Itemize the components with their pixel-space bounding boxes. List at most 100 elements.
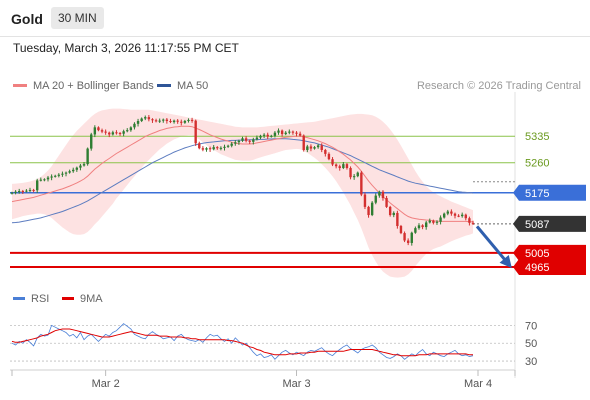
candle-body bbox=[151, 119, 154, 121]
candle-body bbox=[414, 228, 417, 233]
timeframe-badge[interactable]: 30 MIN bbox=[51, 7, 104, 29]
candle-body bbox=[273, 132, 277, 136]
candle-body bbox=[360, 172, 363, 195]
candle-body bbox=[316, 145, 320, 148]
candle-body bbox=[201, 148, 205, 150]
candle-body bbox=[320, 145, 323, 150]
candle-body bbox=[439, 217, 442, 222]
candle-body bbox=[223, 146, 226, 148]
candle-body bbox=[255, 137, 259, 140]
candle-body bbox=[241, 138, 244, 141]
candle-body bbox=[442, 213, 446, 218]
candle-body bbox=[295, 132, 298, 134]
candle-body bbox=[198, 143, 201, 149]
candle-body bbox=[252, 139, 255, 142]
candle-body bbox=[82, 164, 86, 166]
legend-9ma: 9MA bbox=[62, 293, 103, 305]
candle-body bbox=[230, 143, 233, 146]
candle-body bbox=[280, 130, 284, 135]
candle-body bbox=[457, 215, 460, 217]
candle-body bbox=[388, 206, 392, 216]
level-tag bbox=[513, 184, 586, 201]
x-tick-label: Mar 3 bbox=[282, 378, 310, 390]
candle-body bbox=[399, 226, 403, 234]
candle-body bbox=[342, 164, 345, 169]
candle-body bbox=[18, 191, 21, 192]
candle-body bbox=[172, 120, 176, 123]
x-tick-label: Mar 4 bbox=[464, 378, 492, 390]
candle-body bbox=[406, 240, 410, 243]
candle-body bbox=[392, 212, 395, 216]
candle-body bbox=[90, 134, 93, 149]
candle-body bbox=[248, 140, 251, 142]
candle-body bbox=[460, 214, 464, 217]
rsi-ma-line bbox=[11, 328, 473, 357]
forecast-arrow-head bbox=[499, 255, 512, 269]
ma9-swatch bbox=[62, 296, 74, 300]
candle-body bbox=[169, 120, 172, 123]
candle-body bbox=[262, 134, 266, 136]
candle-body bbox=[435, 221, 439, 223]
chart-header: Gold 30 MIN bbox=[0, 0, 590, 37]
current-price-tag bbox=[513, 215, 586, 232]
candle-body bbox=[25, 190, 28, 192]
candle-body bbox=[381, 191, 385, 199]
candle-body bbox=[370, 202, 374, 216]
candle-body bbox=[93, 127, 97, 135]
candle-body bbox=[136, 120, 140, 124]
candle-body bbox=[349, 168, 352, 178]
legend-rsi-label: RSI bbox=[31, 293, 50, 305]
legend-ma50: MA 50 bbox=[157, 80, 208, 92]
rsi-tick-label: 50 bbox=[525, 338, 537, 350]
candle-body bbox=[345, 164, 349, 169]
candle-body bbox=[111, 132, 115, 135]
candle-body bbox=[313, 147, 316, 149]
candle-body bbox=[450, 211, 453, 214]
x-tick-label: Mar 2 bbox=[92, 378, 120, 390]
level-tag bbox=[513, 259, 586, 276]
bb-swatch bbox=[13, 83, 27, 87]
candle-body bbox=[334, 164, 338, 167]
candle-body bbox=[39, 179, 43, 181]
candle-body bbox=[46, 177, 50, 180]
candle-body bbox=[356, 172, 359, 177]
candle-body bbox=[100, 130, 104, 132]
candle-body bbox=[68, 171, 71, 173]
candle-body bbox=[158, 120, 161, 122]
candle-body bbox=[21, 191, 25, 192]
candle-body bbox=[417, 225, 421, 229]
candle-body bbox=[133, 123, 136, 128]
candle-body bbox=[424, 222, 428, 228]
candle-body bbox=[14, 191, 17, 193]
candle-body bbox=[428, 220, 431, 223]
candle-body bbox=[162, 119, 165, 121]
candle-body bbox=[352, 176, 356, 178]
candle-body bbox=[32, 189, 35, 191]
datetime-label: Tuesday, March 3, 2026 11:17:55 PM CET bbox=[13, 41, 239, 55]
candle-body bbox=[324, 149, 327, 154]
candle-body bbox=[36, 180, 39, 191]
candle-body bbox=[194, 120, 197, 144]
candle-body bbox=[464, 214, 467, 219]
candle-body bbox=[108, 132, 111, 135]
rsi-swatch bbox=[13, 296, 25, 300]
candle-body bbox=[219, 147, 223, 149]
candle-body bbox=[277, 130, 280, 133]
candle-body bbox=[234, 142, 237, 144]
level-tag-label: 5005 bbox=[525, 248, 549, 260]
candle-body bbox=[10, 192, 14, 194]
candle-body bbox=[190, 119, 194, 121]
candle-body bbox=[288, 131, 291, 133]
candle-body bbox=[126, 130, 129, 132]
candle-body bbox=[147, 117, 151, 120]
candle-body bbox=[396, 212, 399, 227]
candle-body bbox=[284, 132, 287, 135]
candle-body bbox=[302, 135, 305, 150]
ma20-line bbox=[11, 125, 473, 223]
candle-body bbox=[453, 213, 457, 216]
credit-text: Research © 2026 Trading Central bbox=[416, 80, 581, 92]
candle-body bbox=[291, 131, 295, 133]
candle-body bbox=[244, 138, 248, 141]
candle-body bbox=[180, 121, 183, 123]
